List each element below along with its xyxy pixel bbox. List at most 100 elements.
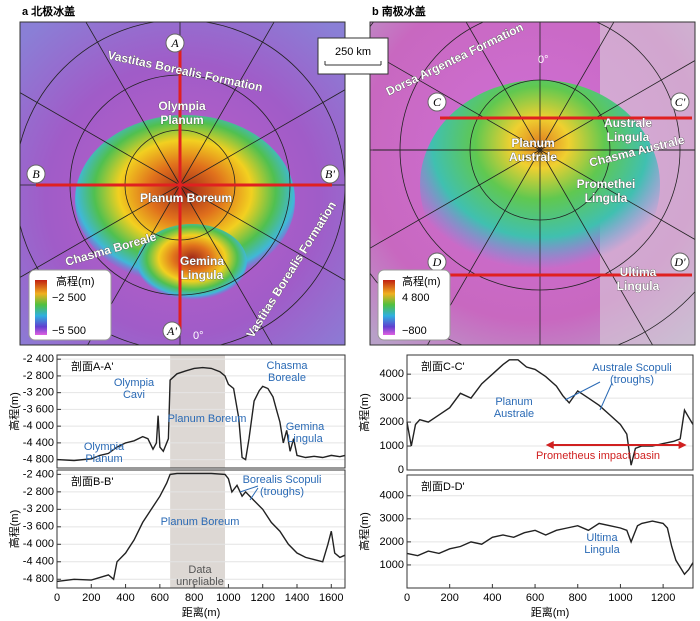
annotation: Lingula xyxy=(287,433,323,445)
legend-max: 4 800 xyxy=(402,292,430,304)
y-tick-label: -3 200 xyxy=(23,387,54,399)
shaded-region xyxy=(170,470,225,588)
x-tick-label: 800 xyxy=(569,592,587,604)
map-label: Promethei xyxy=(577,177,636,191)
annotation: (troughs) xyxy=(610,374,654,386)
annotation: Olympia xyxy=(114,377,155,389)
y-tick-label: -4 400 xyxy=(23,437,54,449)
x-tick-label: 1200 xyxy=(651,592,675,604)
x-tick-label: 200 xyxy=(441,592,459,604)
map-grid xyxy=(370,51,541,151)
profile-line xyxy=(56,472,346,583)
x-tick-label: 400 xyxy=(116,592,134,604)
annotation: Australe Scopuli xyxy=(592,362,672,374)
annotation: Borealis Scopuli xyxy=(243,474,322,486)
annotation: unreliable xyxy=(176,576,224,588)
annotation: Boreale xyxy=(268,372,306,384)
annotation: Gemina xyxy=(286,421,325,433)
legend-title: 高程(m) xyxy=(402,274,441,288)
map-grid xyxy=(87,184,181,345)
x-tick-label: 1400 xyxy=(285,592,309,604)
annotation: Chasma xyxy=(267,360,309,372)
y-axis-label: 高程(m) xyxy=(7,392,21,431)
legend-title: 高程(m) xyxy=(56,274,95,288)
y-tick-label: -4 800 xyxy=(23,454,54,466)
x-tick-label: 1000 xyxy=(216,592,240,604)
annotation: Prometheus impact basin xyxy=(536,450,660,462)
map-label: Lingula xyxy=(617,279,660,293)
map-grid xyxy=(539,149,695,240)
y-tick-label: 3000 xyxy=(380,392,404,404)
annotation: Olympia xyxy=(84,441,125,453)
profile-line xyxy=(406,520,694,576)
y-tick-label: 0 xyxy=(398,464,404,476)
map-grid xyxy=(179,184,273,345)
map-label: Australe xyxy=(604,116,652,130)
shaded-region xyxy=(170,355,225,468)
section-markers: C C' D D' xyxy=(427,92,690,272)
marker-label: C xyxy=(433,95,442,109)
plot-frame xyxy=(406,474,694,589)
map-label: Planum xyxy=(511,136,554,150)
map-label: 0° xyxy=(538,54,549,66)
map-grid xyxy=(179,184,345,281)
y-tick-label: -4 400 xyxy=(23,556,54,568)
annotation: Ultima xyxy=(586,532,618,544)
annotation: Planum xyxy=(85,453,122,465)
x-tick-label: 0 xyxy=(404,592,410,604)
annotation: (troughs) xyxy=(260,486,304,498)
marker-label: B' xyxy=(325,167,335,181)
y-tick-label: 2000 xyxy=(380,536,404,548)
legend-min: −5 500 xyxy=(52,325,86,337)
map-label: Planum xyxy=(160,113,203,127)
map-grid xyxy=(539,60,695,151)
annotation: Data xyxy=(188,564,212,576)
map-grid xyxy=(370,149,541,249)
map-grid xyxy=(20,184,181,278)
chart-title: 剖面A-A' xyxy=(71,359,113,373)
marker-label: B xyxy=(32,167,40,181)
plot-frame xyxy=(56,469,346,589)
x-axis-label: 距离(m) xyxy=(531,605,570,619)
x-tick-label: 600 xyxy=(526,592,544,604)
panel-title: b 南极冰盖 xyxy=(372,4,426,18)
marker-label: A xyxy=(170,36,179,50)
y-tick-label: -4 000 xyxy=(23,538,54,550)
annotation: Lingula xyxy=(584,544,620,556)
profiles: -2 400 -2 800 -3 200 -3 600 -4 000 -4 400 -4 8… xyxy=(7,353,694,619)
x-axis-label: 距离(m) xyxy=(182,605,221,619)
marker-label: D xyxy=(432,255,442,269)
y-tick-label: 2000 xyxy=(380,416,404,428)
marker-label: D' xyxy=(673,255,686,269)
scale-bar: 250 km xyxy=(317,37,389,75)
map-label: Gemina xyxy=(180,254,224,268)
y-axis-label: 高程(m) xyxy=(7,510,21,549)
chart-title: 剖面D-D' xyxy=(421,479,465,493)
map-label: Lingula xyxy=(585,191,628,205)
section-markers: A A' B B' xyxy=(26,33,340,341)
map-grid xyxy=(179,89,345,186)
panel-title: a 北极冰盖 xyxy=(22,4,75,18)
map-grid xyxy=(179,22,275,186)
map-grid xyxy=(20,92,181,186)
callout xyxy=(239,485,259,501)
y-tick-label: -2 800 xyxy=(23,370,54,382)
legend-max: −2 500 xyxy=(52,292,86,304)
legend-min: −800 xyxy=(402,325,427,337)
y-tick-label: -3 600 xyxy=(23,403,54,415)
annotation: Australe xyxy=(494,408,534,420)
x-tick-label: 0 xyxy=(54,592,60,604)
x-tick-label: 400 xyxy=(483,592,501,604)
map-label: Lingula xyxy=(181,268,224,282)
map-label: Olympia xyxy=(158,99,206,113)
scale-label: 250 km xyxy=(335,46,371,58)
map-label: Lingula xyxy=(607,130,650,144)
y-tick-label: -2 400 xyxy=(23,353,54,365)
map-label: Ultima xyxy=(620,265,657,279)
y-tick-label: 4000 xyxy=(380,490,404,502)
x-tick-label: 200 xyxy=(82,592,100,604)
legend: 高程(m) −2 500 −5 500 xyxy=(28,269,112,341)
map-grid xyxy=(539,149,654,345)
x-tick-label: 1600 xyxy=(319,592,343,604)
